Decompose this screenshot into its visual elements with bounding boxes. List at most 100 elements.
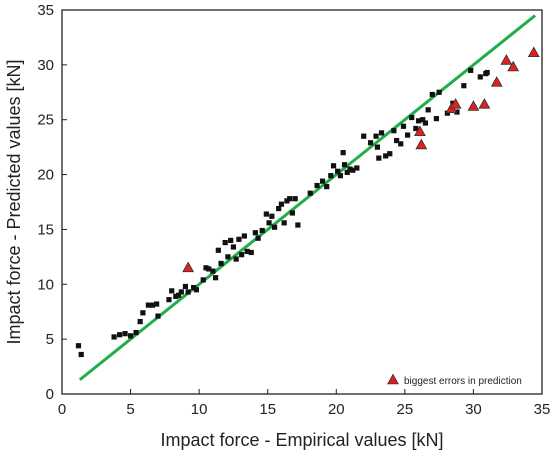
data-point: [149, 302, 156, 308]
legend-label: biggest errors in prediction: [404, 376, 522, 387]
data-point: [398, 141, 404, 147]
data-point: [361, 133, 367, 139]
data-point: [117, 332, 123, 338]
data-point: [75, 343, 82, 349]
data-point: [413, 125, 419, 132]
x-tick-label: 25: [397, 401, 414, 418]
data-point: [203, 265, 209, 271]
data-point: [178, 289, 184, 295]
axis-ticks: 0 5 10 15 20 25 30 35 0 5 10 15 20 25 30 35: [37, 2, 550, 418]
error-point: [527, 46, 540, 58]
data-point: [255, 235, 261, 241]
data-point: [252, 230, 258, 236]
error-point: [415, 138, 428, 150]
error-point: [500, 54, 513, 65]
data-point: [206, 266, 212, 272]
legend-triangle-marker: [387, 373, 399, 385]
data-point: [425, 107, 431, 113]
y-tick-label: 10: [37, 276, 54, 293]
data-point: [233, 256, 239, 262]
data-point: [166, 297, 172, 303]
data-point: [236, 236, 242, 242]
data-point: [341, 162, 348, 168]
data-point: [287, 196, 293, 202]
data-point: [328, 173, 334, 179]
data-point: [292, 196, 298, 202]
data-point: [436, 89, 442, 95]
data-point: [185, 289, 191, 295]
plot-area: [75, 14, 540, 381]
y-tick-label: 20: [37, 167, 54, 184]
data-point: [140, 310, 146, 316]
data-point: [350, 167, 356, 173]
data-point: [145, 302, 151, 308]
data-point: [378, 130, 385, 136]
data-point: [409, 114, 415, 121]
data-point: [271, 224, 278, 230]
data-point: [239, 252, 245, 258]
data-point: [394, 137, 400, 144]
data-point: [374, 144, 381, 150]
data-point: [278, 201, 285, 207]
data-point: [461, 83, 467, 89]
y-tick-label: 0: [46, 386, 54, 403]
data-point: [347, 166, 353, 172]
data-point: [340, 150, 346, 156]
data-point: [400, 123, 407, 129]
data-point: [383, 153, 389, 159]
data-point: [314, 182, 320, 189]
data-point: [193, 287, 199, 293]
data-point: [263, 211, 269, 217]
data-point: [307, 190, 313, 196]
error-point: [507, 60, 520, 72]
data-point: [200, 277, 206, 283]
data-point: [405, 132, 411, 138]
y-axis-title: Impact force - Predicted values [kN]: [4, 59, 24, 344]
data-point: [222, 239, 228, 246]
data-point: [484, 69, 490, 76]
data-point: [269, 213, 275, 219]
x-tick-label: 10: [191, 401, 208, 418]
data-point: [367, 140, 374, 146]
data-point: [215, 247, 221, 253]
data-point: [433, 116, 439, 122]
data-point: [429, 91, 435, 98]
data-point: [244, 248, 250, 254]
data-point: [127, 333, 134, 339]
data-point: [276, 205, 282, 212]
data-point: [173, 293, 179, 299]
y-tick-label: 5: [46, 331, 54, 348]
data-point: [454, 109, 460, 115]
x-tick-label: 20: [328, 401, 345, 418]
legend: biggest errors in prediction: [387, 373, 522, 387]
data-point: [191, 284, 197, 291]
error-point: [478, 98, 491, 109]
x-tick-label: 5: [126, 401, 134, 418]
x-tick-label: 0: [58, 401, 66, 418]
data-point: [319, 178, 326, 184]
data-point: [289, 210, 295, 216]
data-point: [284, 198, 290, 204]
data-point: [111, 334, 117, 340]
data-point: [241, 233, 247, 239]
y-tick-label: 15: [37, 221, 54, 238]
data-point: [415, 118, 422, 124]
data-point: [387, 151, 393, 157]
error-point: [467, 100, 480, 111]
error-point: [414, 125, 426, 137]
data-point: [169, 288, 175, 294]
data-point: [175, 292, 182, 298]
data-point: [295, 222, 301, 228]
data-point: [155, 313, 161, 319]
data-point: [137, 318, 143, 325]
data-point: [182, 283, 189, 290]
fit-line: [78, 14, 537, 381]
data-point: [376, 155, 382, 161]
y-tick-label: 30: [37, 57, 54, 74]
error-point: [490, 76, 503, 87]
data-point: [373, 133, 379, 139]
x-tick-label: 15: [259, 401, 276, 418]
y-tick-label: 35: [37, 2, 54, 19]
plot-frame: [61, 9, 543, 395]
